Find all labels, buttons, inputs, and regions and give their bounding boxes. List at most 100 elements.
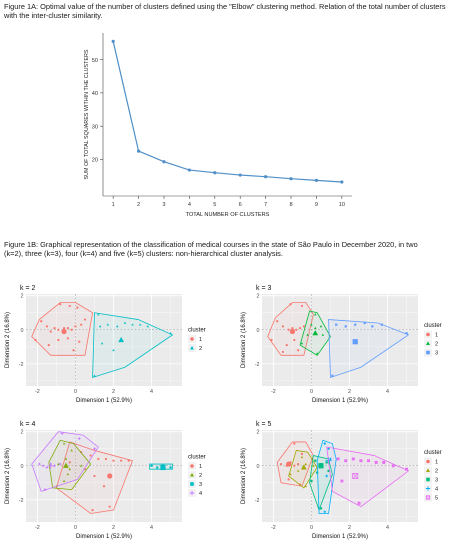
cluster-4-point (41, 464, 45, 468)
cluster-1-point (68, 461, 71, 464)
y-tick-label: 40 (92, 91, 98, 97)
cluster-2-point (131, 323, 134, 326)
cluster-1-point (297, 349, 300, 352)
cluster-2-point (66, 472, 70, 476)
x-tick-label: 5 (213, 202, 216, 208)
cluster-1-point (104, 457, 108, 461)
cluster-1-point (295, 328, 298, 331)
cluster-3-point (316, 471, 319, 474)
legend-title: cluster (424, 450, 442, 456)
cluster-2-point (97, 313, 100, 316)
cluster-4-point (77, 437, 81, 440)
cluster-1-point (291, 326, 294, 330)
cluster-1-point (102, 485, 106, 488)
panel-title: k = 2 (20, 285, 35, 292)
cluster-2-point (314, 326, 317, 329)
cluster-1-point (297, 462, 300, 466)
cluster-3-point (150, 464, 153, 467)
cluster-2-point (106, 323, 110, 326)
cluster-2-centroid (63, 462, 69, 468)
cluster-3-hull (328, 319, 410, 379)
legend-title: cluster (424, 323, 442, 329)
cluster-2-point (79, 464, 83, 467)
cluster-1-point (59, 303, 62, 306)
cluster-2-point (289, 472, 292, 476)
cluster-2-centroid (312, 330, 319, 336)
cluster-3-point (363, 321, 366, 325)
y-tick-label: -2 (255, 362, 260, 368)
cluster-1-point (120, 459, 123, 462)
cluster-1-point (97, 457, 100, 461)
x-axis-title: Dimension 1 (52.9%) (76, 534, 132, 540)
legend-key-3 (426, 350, 430, 355)
x-tick-label: -2 (271, 389, 276, 395)
cluster-3-point (354, 323, 357, 326)
legend-key-4 (425, 486, 431, 491)
cluster-1-point (74, 325, 77, 328)
cluster-4-point (58, 462, 62, 466)
y-tick-label: 0 (21, 464, 24, 470)
cluster-5-point (391, 464, 395, 468)
elbow-point (162, 160, 166, 164)
y-axis-title: Dimension 2 (16.8%) (5, 312, 11, 368)
legend-label: 5 (435, 496, 438, 502)
cluster-1-point (298, 326, 302, 330)
cluster-3-point (314, 459, 317, 462)
legend-label: 3 (435, 478, 438, 484)
cluster-2-hull (48, 439, 92, 491)
y-axis-title: Dimension 2 (16.8%) (5, 448, 11, 504)
cluster-3-point (344, 325, 347, 328)
cluster-2-point (98, 325, 102, 328)
cluster-2-point (138, 323, 142, 326)
elbow-series-line (112, 41, 342, 183)
elbow-point (289, 177, 293, 181)
panel-title: k = 4 (20, 421, 35, 428)
cluster-1-point (45, 325, 49, 328)
cluster-1-centroid (289, 328, 296, 335)
y-tick-label: -2 (19, 362, 24, 368)
cluster-2-point (310, 323, 313, 326)
x-tick-label: 0 (310, 525, 313, 531)
cluster-2-centroid (118, 336, 124, 343)
cluster-1-point (57, 328, 60, 331)
x-tick-label: 4 (150, 389, 153, 395)
cluster-1-point (78, 340, 81, 343)
cluster-1-point (76, 306, 79, 309)
legend-key-3 (426, 477, 430, 482)
cluster-2-point (306, 333, 309, 336)
cluster-2-point (296, 469, 300, 472)
cluster-4-hull (31, 431, 99, 492)
cluster-5-point (344, 459, 348, 463)
cluster-2-point (68, 467, 71, 471)
cluster-1-point (276, 320, 279, 323)
cluster-4-point (329, 457, 332, 461)
legend-label: 1 (435, 333, 438, 339)
cluster-4-point (60, 432, 64, 435)
x-tick-label: 4 (188, 202, 191, 208)
cluster-1-point (49, 330, 52, 333)
cluster-1-centroid (286, 461, 292, 467)
figure-1b-caption: Figure 1B: Graphical representation of t… (4, 240, 418, 259)
panel-background (262, 430, 418, 522)
legend-label: 1 (199, 464, 202, 470)
y-tick-label: 0 (257, 328, 260, 334)
x-tick-label: 0 (310, 389, 313, 395)
elbow-point (264, 175, 268, 179)
legend-label: 4 (435, 487, 438, 493)
y-tick-label: 2 (257, 294, 260, 300)
y-tick-label: -2 (255, 498, 260, 504)
cluster-2-point (112, 348, 115, 352)
cluster-plot-k5: k = 5 -2 0 2 4 -2 0 2 Dimension 1 (52.9%) Dimensi… (241, 421, 442, 540)
cluster-3-point (371, 325, 374, 328)
x-tick-label: 7 (264, 202, 267, 208)
cluster-5-centroid (352, 473, 359, 479)
cluster-4-point (323, 442, 327, 445)
elbow-point (213, 171, 217, 175)
cluster-2-point (319, 325, 323, 328)
x-tick-label: 0 (74, 525, 77, 531)
cluster-2-point (62, 442, 66, 445)
cluster-2-point (312, 464, 315, 467)
cluster-2-point (123, 321, 127, 324)
cluster-3-centroid (352, 339, 358, 345)
cluster-3-hull (309, 455, 333, 512)
